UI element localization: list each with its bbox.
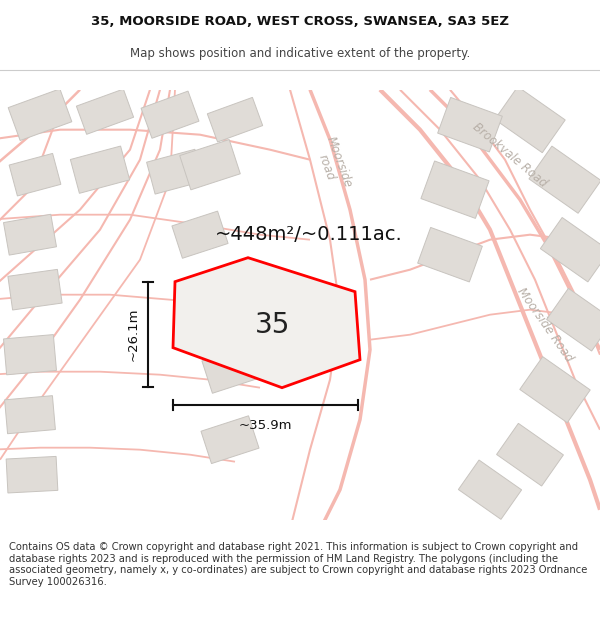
Text: Brookvale Road: Brookvale Road bbox=[470, 120, 550, 189]
Polygon shape bbox=[173, 258, 360, 388]
Polygon shape bbox=[437, 98, 502, 152]
Text: Contains OS data © Crown copyright and database right 2021. This information is : Contains OS data © Crown copyright and d… bbox=[9, 542, 587, 587]
Polygon shape bbox=[6, 456, 58, 493]
Polygon shape bbox=[70, 146, 130, 193]
Polygon shape bbox=[541, 217, 600, 282]
Text: Moorside
road: Moorside road bbox=[311, 135, 355, 194]
Polygon shape bbox=[520, 357, 590, 422]
Text: Map shows position and indicative extent of the property.: Map shows position and indicative extent… bbox=[130, 48, 470, 61]
Polygon shape bbox=[421, 161, 489, 218]
Polygon shape bbox=[8, 89, 72, 141]
Polygon shape bbox=[4, 334, 56, 375]
Polygon shape bbox=[4, 214, 56, 255]
Polygon shape bbox=[208, 98, 263, 142]
Polygon shape bbox=[8, 269, 62, 310]
Polygon shape bbox=[9, 153, 61, 196]
Text: 35: 35 bbox=[256, 311, 290, 339]
Polygon shape bbox=[146, 149, 203, 194]
Polygon shape bbox=[418, 228, 482, 282]
Text: Moorside Road: Moorside Road bbox=[515, 285, 575, 364]
Polygon shape bbox=[201, 416, 259, 464]
Polygon shape bbox=[458, 460, 521, 519]
Text: ~448m²/~0.111ac.: ~448m²/~0.111ac. bbox=[215, 225, 403, 244]
Polygon shape bbox=[202, 346, 258, 393]
Polygon shape bbox=[497, 423, 563, 486]
Polygon shape bbox=[172, 211, 228, 258]
Polygon shape bbox=[76, 89, 134, 134]
Polygon shape bbox=[547, 288, 600, 351]
Polygon shape bbox=[529, 146, 600, 213]
Polygon shape bbox=[141, 91, 199, 138]
Text: ~35.9m: ~35.9m bbox=[239, 419, 292, 432]
Polygon shape bbox=[5, 396, 55, 434]
Text: ~26.1m: ~26.1m bbox=[127, 308, 140, 361]
Text: 35, MOORSIDE ROAD, WEST CROSS, SWANSEA, SA3 5EZ: 35, MOORSIDE ROAD, WEST CROSS, SWANSEA, … bbox=[91, 15, 509, 28]
Polygon shape bbox=[495, 87, 565, 152]
Polygon shape bbox=[180, 139, 240, 190]
